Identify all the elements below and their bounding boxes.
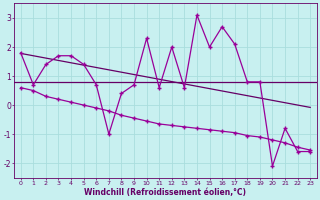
X-axis label: Windchill (Refroidissement éolien,°C): Windchill (Refroidissement éolien,°C) xyxy=(84,188,246,197)
